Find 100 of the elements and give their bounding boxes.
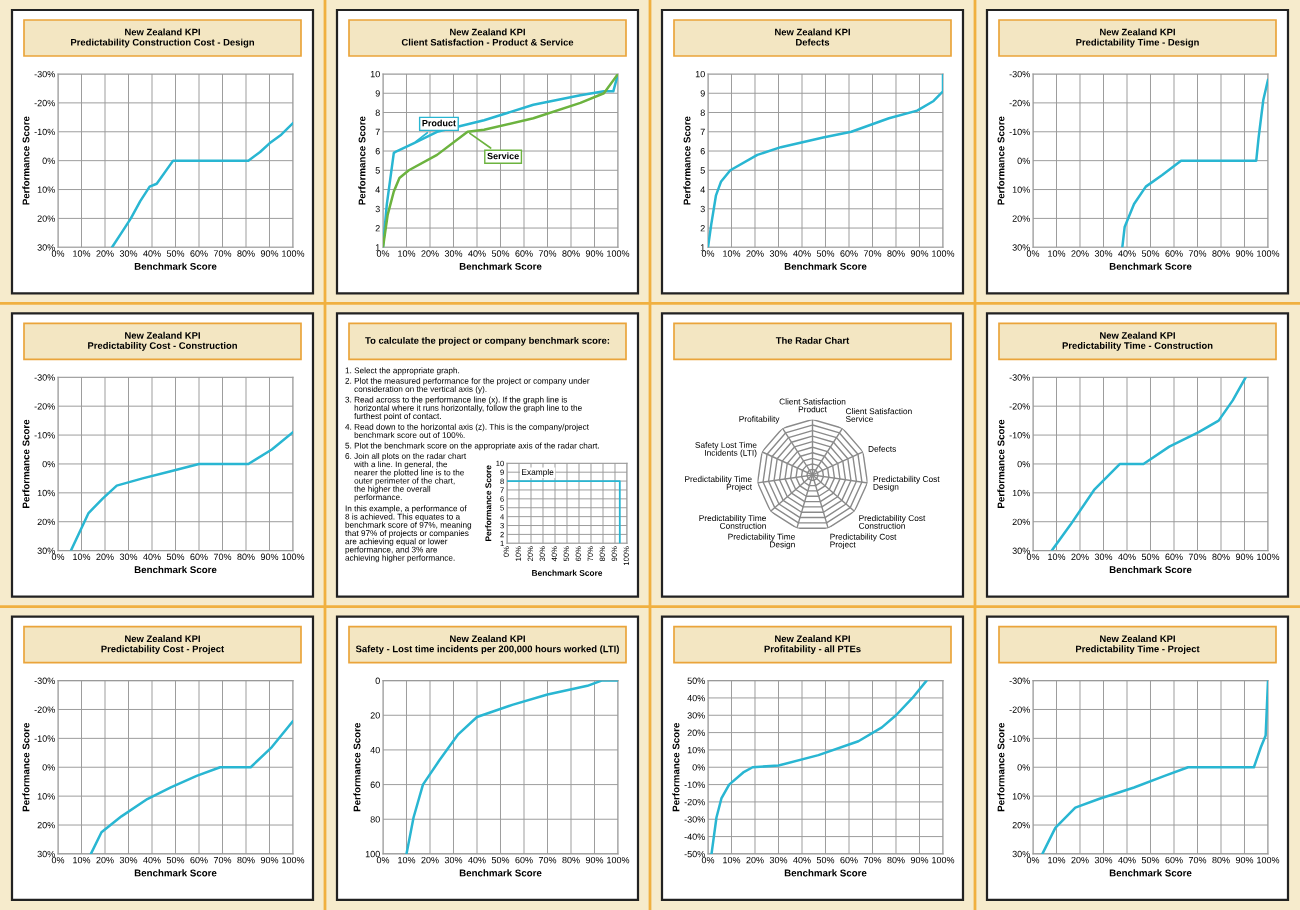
x-tick-label: 70% [1188, 856, 1207, 864]
x-axis-title: Benchmark Score [784, 869, 867, 877]
chart-title: The Radar Chart [775, 336, 850, 344]
x-tick-label: 40% [468, 250, 486, 257]
x-tick-label: 90% [585, 250, 604, 257]
x-tick-label: 30% [119, 553, 138, 561]
x-tick-label: 10% [723, 250, 741, 257]
x-tick-label: 50% [816, 856, 835, 864]
y-tick-label: -10% [34, 432, 55, 439]
x-tick-label: 70% [213, 250, 232, 257]
y-tick-label: 10% [1012, 793, 1030, 800]
y-tick-label: 20% [37, 821, 55, 829]
y-tick-label: 30% [37, 244, 55, 251]
x-tick-label: 90% [910, 856, 929, 864]
y-tick-label: 10% [37, 793, 55, 800]
x-tick-label: 100% [1257, 250, 1280, 257]
x-tick-label: 0% [1026, 856, 1040, 864]
spoke-label: Predictability Cost Project [830, 533, 897, 550]
spoke-label: Predictability Cost Construction [859, 514, 926, 529]
series-label: Product [422, 119, 456, 127]
spoke-label: Safety Lost Time Incidents (LTI) [695, 441, 757, 458]
y-axis-title: Performance Score [22, 116, 30, 205]
x-tick-label: 100% [282, 250, 305, 257]
x-tick-label: 60% [840, 856, 858, 864]
x-axis-title: Benchmark Score [134, 262, 217, 270]
y-tick-label: 20% [37, 518, 55, 526]
x-tick-label: 40% [793, 856, 811, 864]
y-tick-label: -10% [34, 735, 55, 742]
y-tick-label: 5 [700, 167, 705, 174]
y-tick-label: 30% [1012, 244, 1030, 251]
y-tick-label: 20% [687, 729, 705, 736]
y-tick-label: 30% [1012, 850, 1030, 858]
text: In this example, a performance of 8 is achieved. This equates to a benchmark score of 97%, meaning that 97% of projects or companies are achieving equal or lower performance, and 3% are achieving higher performance. [345, 505, 472, 563]
chart-title: New Zealand KPI Defects [775, 28, 850, 46]
x-tick-label: 90% [910, 250, 929, 257]
y-tick-label: -50% [684, 850, 705, 858]
x-axis-title: Benchmark Score [1109, 565, 1192, 574]
y-axis-title: Performance Score [358, 116, 366, 205]
y-tick-label: -30% [34, 677, 55, 684]
y-tick-label: 50% [687, 677, 705, 684]
y-axis-title: Performance Score [22, 419, 30, 508]
x-tick-label: 10% [398, 856, 416, 864]
y-tick-label: -20% [34, 99, 55, 107]
y-tick-label: 6 [700, 147, 705, 155]
x-tick-label: 100% [932, 856, 955, 864]
x-tick-label: 60% [190, 856, 208, 864]
legend-label: Service [487, 152, 519, 160]
x-tick-label: 70% [213, 856, 232, 864]
x-tick-label: 50% [166, 553, 185, 561]
y-tick-label: 10% [1012, 489, 1030, 497]
y-tick-label: 1 [375, 244, 380, 251]
x-tick-label: 0% [51, 553, 65, 561]
chart-title: New Zealand KPI Predictability Time - Project [1076, 635, 1200, 655]
y-tick-label: 30% [687, 712, 705, 719]
x-tick-label: 40% [1118, 856, 1136, 864]
x-axis-title: Benchmark Score [134, 565, 217, 574]
x-tick-label: 10% [1048, 856, 1066, 864]
x-tick-label: 90% [260, 250, 279, 257]
y-tick-label: -20% [1009, 403, 1030, 410]
y-tick-label: 0% [42, 157, 55, 165]
x-tick-label: 80% [237, 553, 255, 561]
x-tick-label: 80% [1212, 856, 1230, 864]
y-tick-label: 0% [1017, 157, 1030, 165]
y-tick-label: -20% [1009, 706, 1030, 713]
x-tick-label: 10% [73, 250, 91, 257]
y-tick-label: 10 [370, 70, 380, 78]
y-tick-label: 0% [1017, 764, 1030, 771]
y-tick-label: 2 [700, 225, 705, 232]
spoke-label: Defects [868, 445, 896, 452]
y-tick-label: -30% [34, 70, 55, 78]
y-axis-title: Performance Score [683, 116, 691, 205]
x-tick-label: 40% [143, 250, 161, 257]
x-tick-label: 40% [1118, 250, 1136, 257]
text: 6. Join all plots on the radar chart with a line. In general, the nearer the plotted line is to the outer perimeter of the chart, the higher the overall performance. [345, 452, 467, 502]
text: 3. Read across to the performance line (x). If the graph line is horizontal where it runs horizontally, follow the graph line to the furthest point of contact. [345, 396, 582, 421]
y-tick-label: -10% [684, 781, 705, 788]
x-tick-label: 80% [1212, 250, 1230, 257]
y-tick-label: 80 [370, 816, 380, 823]
x-tick-label: 10% [723, 856, 741, 864]
y-tick-label: -40% [684, 833, 705, 840]
x-tick-label: 30% [1094, 553, 1113, 561]
y-tick-label: 8 [375, 109, 380, 116]
x-tick-label: 20% [1071, 553, 1089, 561]
spoke-label: Predictability Time Construction [699, 514, 766, 529]
x-tick-label: 30% [1094, 856, 1113, 864]
x-tick-label: 50% [1141, 553, 1160, 561]
x-tick-label: 10% [73, 553, 91, 561]
x-tick-label: 50% [166, 250, 185, 257]
chart-title: New Zealand KPI Predictability Time - Design [1076, 28, 1199, 48]
x-tick-label: 60% [1165, 856, 1183, 864]
x-axis-title: Benchmark Score [459, 262, 542, 270]
x-tick-label: 100% [607, 856, 630, 864]
y-tick-label: 20% [1012, 821, 1030, 829]
y-axis-title: Performance Score [672, 723, 680, 812]
chart-title: New Zealand KPI Predictability Construction Cost - Design [71, 28, 255, 48]
x-tick-label: 30% [769, 250, 788, 257]
y-tick-label: 20 [370, 712, 380, 719]
x-tick-label: 0% [51, 856, 65, 864]
x-axis-title: Benchmark Score [1109, 262, 1192, 270]
x-tick-label: 100% [1257, 553, 1280, 561]
